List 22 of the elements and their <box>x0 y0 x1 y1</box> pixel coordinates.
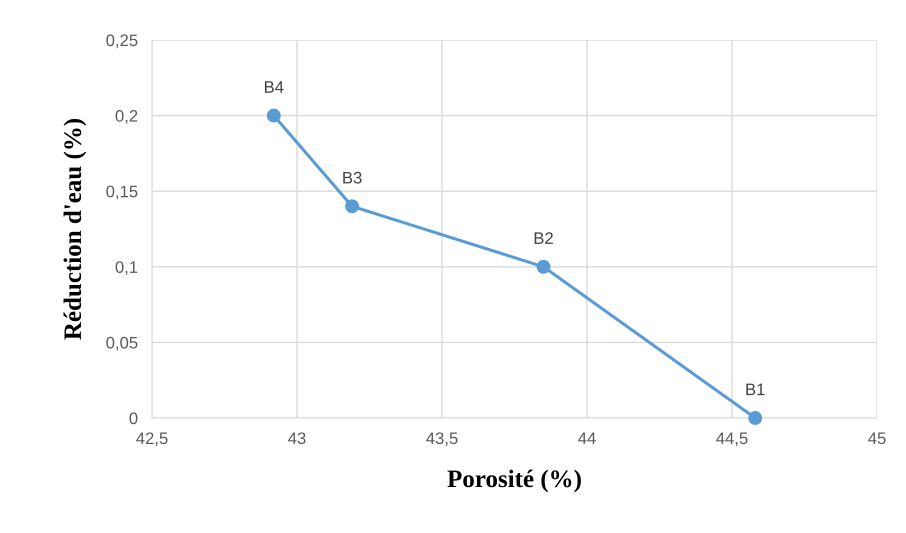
point <box>536 260 550 274</box>
y-tick-label: 0,2 <box>116 110 138 124</box>
x-tick-label: 45 <box>868 432 886 444</box>
x-tick-label: 43,5 <box>426 432 458 446</box>
x-tick-label: 44,5 <box>716 432 748 446</box>
y-tick-label: 0 <box>129 412 138 424</box>
annotation: B1 <box>746 384 765 396</box>
annotation: B2 <box>534 232 553 244</box>
point <box>748 411 762 425</box>
y-axis-title: Réduction d'eau (%) <box>64 118 86 340</box>
x-tick-label: 43 <box>288 432 306 444</box>
y-tick-label: 0,05 <box>106 336 138 351</box>
annotation: B4 <box>264 81 284 93</box>
point <box>345 199 360 214</box>
x-axis-title: Porosité (%) <box>447 470 581 492</box>
point <box>266 108 281 123</box>
x-tick-label: 44 <box>578 432 596 444</box>
annotation: B3 <box>343 172 362 184</box>
y-tick-label: 0,25 <box>106 34 138 48</box>
x-tick-label: 42,5 <box>136 432 168 446</box>
y-tick-label: 0,15 <box>106 186 138 200</box>
y-tick-label: 0,1 <box>116 261 138 275</box>
